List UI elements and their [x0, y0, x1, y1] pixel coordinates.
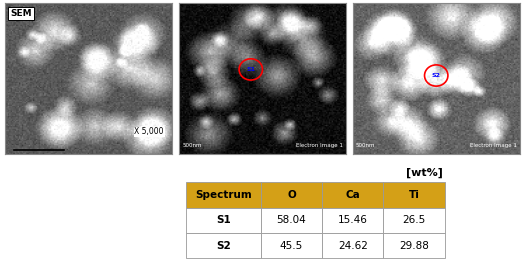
Text: 58.04: 58.04 [277, 215, 306, 225]
FancyBboxPatch shape [261, 233, 322, 258]
Text: S2: S2 [432, 73, 440, 78]
Text: Spectrum: Spectrum [195, 190, 251, 200]
Text: SEM: SEM [10, 9, 32, 18]
FancyBboxPatch shape [186, 233, 261, 258]
Text: Ca: Ca [345, 190, 360, 200]
Text: Electron Image 1: Electron Image 1 [469, 143, 517, 148]
FancyBboxPatch shape [186, 182, 261, 207]
Text: 45.5: 45.5 [280, 241, 303, 251]
FancyBboxPatch shape [383, 182, 445, 207]
Text: O: O [287, 190, 296, 200]
Text: 500nm: 500nm [182, 143, 202, 148]
Text: S1: S1 [246, 67, 255, 72]
Text: Electron Image 1: Electron Image 1 [296, 143, 343, 148]
Text: 26.5: 26.5 [403, 215, 426, 225]
FancyBboxPatch shape [322, 182, 383, 207]
FancyBboxPatch shape [261, 207, 322, 233]
Text: X 5,000: X 5,000 [134, 127, 164, 136]
FancyBboxPatch shape [383, 233, 445, 258]
FancyBboxPatch shape [261, 182, 322, 207]
Text: 29.88: 29.88 [399, 241, 429, 251]
FancyBboxPatch shape [322, 207, 383, 233]
FancyBboxPatch shape [186, 207, 261, 233]
Text: S2: S2 [216, 241, 230, 251]
Text: [wt%]: [wt%] [406, 167, 443, 178]
Text: S1: S1 [216, 215, 230, 225]
FancyBboxPatch shape [322, 233, 383, 258]
Text: 15.46: 15.46 [338, 215, 367, 225]
Text: 500nm: 500nm [356, 143, 375, 148]
Text: Ti: Ti [408, 190, 419, 200]
FancyBboxPatch shape [383, 207, 445, 233]
Text: 24.62: 24.62 [338, 241, 367, 251]
